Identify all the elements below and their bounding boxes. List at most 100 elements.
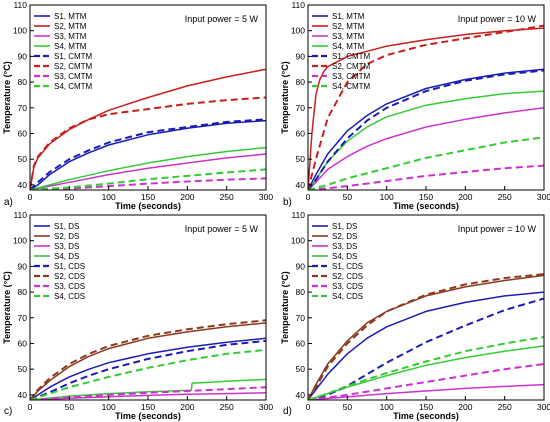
y-axis-label: Temperature (°C) — [280, 271, 290, 343]
y-tick-label: 100 — [291, 236, 305, 246]
x-tick-label: 200 — [458, 192, 472, 202]
series-line-s2-mtm — [30, 68, 266, 190]
series-line-s2-cmtm — [308, 24, 544, 190]
y-tick-label: 90 — [18, 261, 28, 271]
x-tick-label: 250 — [498, 402, 512, 412]
chart-panel-3: 0 50 100 150 200 250 300 40 50 60 70 80 90 100 110 Time… — [2, 210, 273, 421]
y-tick-label: 100 — [291, 26, 305, 36]
y-tick-label: 60 — [18, 128, 28, 138]
series-line-s3-cmtm — [308, 164, 544, 190]
y-tick-label: 50 — [18, 154, 28, 164]
panel-label: b) — [283, 197, 292, 208]
x-tick-label: 100 — [102, 402, 116, 412]
legend-entry: S3, DS — [332, 242, 357, 251]
y-tick-label: 70 — [18, 313, 28, 323]
series-line-s2-cmtm — [30, 96, 266, 190]
input-power-annotation: Input power = 5 W — [185, 224, 259, 234]
legend-entry: S1, DS — [54, 222, 79, 231]
y-tick-label: 80 — [296, 77, 306, 87]
series-line-s2-ds — [30, 322, 266, 400]
y-axis-label: Temperature (°C) — [280, 61, 290, 133]
series-line-s1-cds — [308, 297, 544, 400]
series-line-s3-mtm — [308, 107, 544, 190]
x-tick-label: 100 — [102, 192, 116, 202]
x-tick-label: 50 — [65, 192, 75, 202]
x-tick-label: 50 — [343, 192, 353, 202]
y-tick-label: 90 — [296, 261, 306, 271]
chart-panel-1: 0 50 100 150 200 250 300 40 50 60 70 80 90 100 110 Time… — [2, 0, 273, 211]
legend-entry: S2, DS — [332, 232, 357, 241]
legend-entry: S1, CMTM — [332, 52, 371, 61]
series-line-s2-mtm — [308, 27, 544, 190]
chart-panel-4: 0 50 100 150 200 250 300 40 50 60 70 80 90 100 110 Time… — [280, 210, 550, 421]
legend-entry: S2, CDS — [332, 272, 363, 281]
x-tick-label: 0 — [306, 192, 311, 202]
y-tick-label: 60 — [18, 338, 28, 348]
panel-label: a) — [4, 197, 13, 208]
y-tick-label: 50 — [296, 154, 306, 164]
legend-entry: S4, MTM — [332, 42, 365, 51]
x-tick-label: 100 — [380, 402, 394, 412]
y-tick-label: 40 — [296, 180, 306, 190]
panel-label: c) — [4, 406, 12, 417]
legend-entry: S2, DS — [54, 232, 79, 241]
series-line-s4-cmtm — [308, 136, 544, 190]
legend-entry: S4, DS — [54, 252, 79, 261]
series-line-s1-cmtm — [308, 69, 544, 190]
legend-entry: S2, MTM — [332, 22, 365, 31]
legend-entry: S2, CDS — [54, 272, 85, 281]
y-tick-label: 80 — [296, 287, 306, 297]
series-line-s2-ds — [308, 274, 544, 400]
y-tick-label: 60 — [296, 128, 306, 138]
legend-entry: S3, CDS — [54, 282, 85, 291]
x-tick-label: 150 — [141, 402, 155, 412]
y-tick-label: 100 — [13, 26, 27, 36]
y-tick-label: 60 — [296, 338, 306, 348]
x-tick-label: 250 — [220, 402, 234, 412]
series-line-s1-mtm — [308, 68, 544, 190]
legend-entry: S1, DS — [332, 222, 357, 231]
series-line-s1-mtm — [30, 119, 266, 190]
x-tick-label: 250 — [220, 192, 234, 202]
x-tick-label: 300 — [537, 402, 550, 412]
legend-entry: S3, CMTM — [54, 72, 93, 81]
y-tick-label: 80 — [18, 77, 28, 87]
legend-entry: S1, CMTM — [54, 52, 93, 61]
y-tick-label: 80 — [18, 287, 28, 297]
series-line-s1-ds — [30, 337, 266, 400]
y-tick-label: 70 — [296, 313, 306, 323]
x-tick-label: 0 — [28, 402, 33, 412]
series-line-s1-cmtm — [30, 118, 266, 190]
legend-entry: S4, CMTM — [54, 82, 93, 91]
x-tick-label: 100 — [380, 192, 394, 202]
x-tick-label: 250 — [498, 192, 512, 202]
y-axis-label: Temperature (°C) — [2, 61, 12, 133]
x-tick-label: 50 — [65, 402, 75, 412]
legend-entry: S4, MTM — [54, 42, 87, 51]
legend-entry: S2, CMTM — [332, 62, 371, 71]
y-tick-label: 50 — [296, 364, 306, 374]
input-power-annotation: Input power = 10 W — [458, 14, 537, 24]
series-group — [30, 319, 266, 400]
y-tick-label: 90 — [18, 51, 28, 61]
series-line-s3-mtm — [30, 153, 266, 190]
x-tick-label: 200 — [180, 192, 194, 202]
legend-entry: S4, DS — [332, 252, 357, 261]
series-group — [308, 24, 544, 190]
legend-entry: S4, CDS — [332, 292, 363, 301]
x-tick-label: 0 — [306, 402, 311, 412]
y-tick-label: 110 — [13, 0, 27, 10]
legend-entry: S4, CMTM — [332, 82, 371, 91]
legend-entry: S3, CMTM — [332, 72, 371, 81]
legend-entry: S2, MTM — [54, 22, 87, 31]
legend-entry: S1, MTM — [332, 12, 365, 21]
y-tick-label: 50 — [18, 364, 28, 374]
y-tick-label: 40 — [296, 390, 306, 400]
legend-entry: S3, MTM — [332, 32, 365, 41]
legend-entry: S3, DS — [54, 242, 79, 251]
series-line-s4-mtm — [30, 146, 266, 190]
